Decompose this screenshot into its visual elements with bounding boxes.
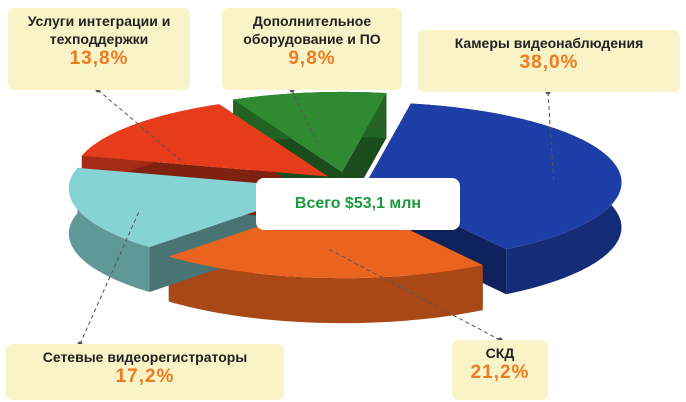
category-label: Камеры видеонаблюдения bbox=[454, 35, 644, 51]
leader-line bbox=[79, 209, 141, 345]
slice-outer-wall bbox=[68, 167, 150, 293]
value-label: 17,2% bbox=[115, 366, 175, 387]
slice-label: Дополнительное оборудование и ПО 9,8% bbox=[222, 8, 402, 90]
slice-label: Камеры видеонаблюдения 38,0% bbox=[418, 30, 680, 92]
category-label: Сетевые видеорегистраторы bbox=[42, 349, 248, 365]
leader-line bbox=[97, 89, 182, 162]
category-label: Дополнительное оборудование и ПО bbox=[243, 13, 381, 47]
value-label: 13,8% bbox=[69, 48, 129, 69]
value-label: 21,2% bbox=[470, 362, 530, 383]
category-label: Услуги интеграции и техподдержки bbox=[27, 13, 171, 47]
slice-label: СКД 21,2% bbox=[452, 340, 548, 400]
leader-line bbox=[291, 89, 318, 143]
leader-line bbox=[547, 91, 555, 185]
slice bbox=[168, 198, 483, 279]
leader-line bbox=[326, 247, 501, 341]
total-annotation: Всего $53,1 млн bbox=[256, 178, 460, 230]
slice bbox=[233, 91, 387, 172]
slice-outer-wall bbox=[168, 256, 483, 324]
value-label: 9,8% bbox=[288, 48, 336, 69]
slice-label: Сетевые видеорегистраторы 17,2% bbox=[6, 344, 284, 400]
value-label: 38,0% bbox=[519, 52, 579, 73]
slice bbox=[81, 104, 329, 177]
slice-label: Услуги интеграции и техподдержки 13,8% bbox=[8, 8, 190, 90]
category-label: СКД bbox=[485, 345, 515, 361]
